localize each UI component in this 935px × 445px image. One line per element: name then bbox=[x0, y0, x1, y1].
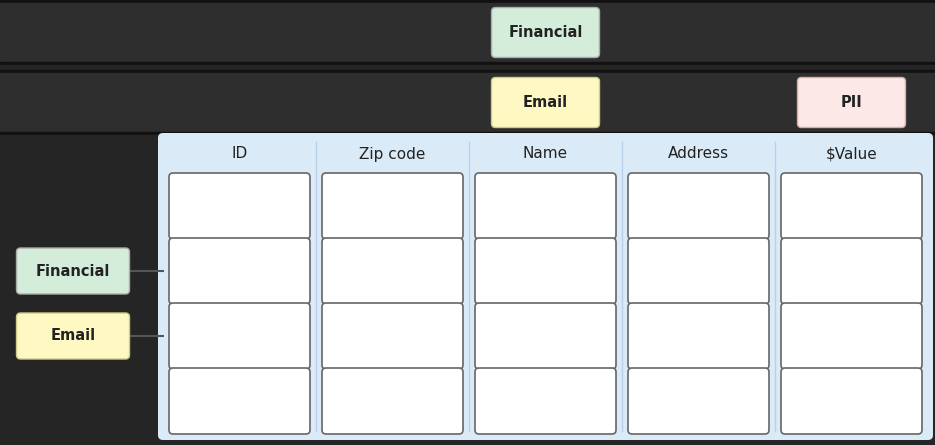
Bar bbox=[0, 0, 935, 3]
Bar bbox=[0, 65, 935, 70]
Bar bbox=[0, 132, 935, 135]
FancyBboxPatch shape bbox=[17, 313, 130, 359]
Text: ID: ID bbox=[231, 146, 248, 162]
Text: Financial: Financial bbox=[509, 25, 583, 40]
Bar bbox=[0, 62, 935, 65]
FancyBboxPatch shape bbox=[628, 238, 769, 304]
FancyBboxPatch shape bbox=[628, 173, 769, 239]
FancyBboxPatch shape bbox=[158, 133, 933, 440]
FancyBboxPatch shape bbox=[322, 238, 463, 304]
Text: Name: Name bbox=[523, 146, 568, 162]
Text: PII: PII bbox=[841, 95, 862, 110]
FancyBboxPatch shape bbox=[475, 173, 616, 239]
FancyBboxPatch shape bbox=[475, 368, 616, 434]
Text: Financial: Financial bbox=[36, 263, 110, 279]
Bar bbox=[0, 3, 935, 62]
FancyBboxPatch shape bbox=[781, 238, 922, 304]
FancyBboxPatch shape bbox=[628, 303, 769, 369]
FancyBboxPatch shape bbox=[169, 303, 310, 369]
FancyBboxPatch shape bbox=[169, 238, 310, 304]
FancyBboxPatch shape bbox=[798, 77, 905, 128]
Text: Email: Email bbox=[523, 95, 568, 110]
Text: Zip code: Zip code bbox=[359, 146, 425, 162]
FancyBboxPatch shape bbox=[492, 8, 599, 57]
FancyBboxPatch shape bbox=[781, 173, 922, 239]
Text: Email: Email bbox=[50, 328, 95, 344]
Text: Address: Address bbox=[668, 146, 729, 162]
FancyBboxPatch shape bbox=[475, 303, 616, 369]
FancyBboxPatch shape bbox=[322, 303, 463, 369]
Bar bbox=[0, 73, 935, 132]
FancyBboxPatch shape bbox=[169, 173, 310, 239]
Bar bbox=[0, 70, 935, 73]
FancyBboxPatch shape bbox=[475, 238, 616, 304]
Text: $Value: $Value bbox=[826, 146, 877, 162]
Bar bbox=[0, 135, 935, 138]
FancyBboxPatch shape bbox=[322, 173, 463, 239]
FancyBboxPatch shape bbox=[322, 368, 463, 434]
FancyBboxPatch shape bbox=[628, 368, 769, 434]
FancyBboxPatch shape bbox=[781, 368, 922, 434]
FancyBboxPatch shape bbox=[17, 248, 130, 294]
FancyBboxPatch shape bbox=[169, 368, 310, 434]
FancyBboxPatch shape bbox=[492, 77, 599, 128]
FancyBboxPatch shape bbox=[781, 303, 922, 369]
